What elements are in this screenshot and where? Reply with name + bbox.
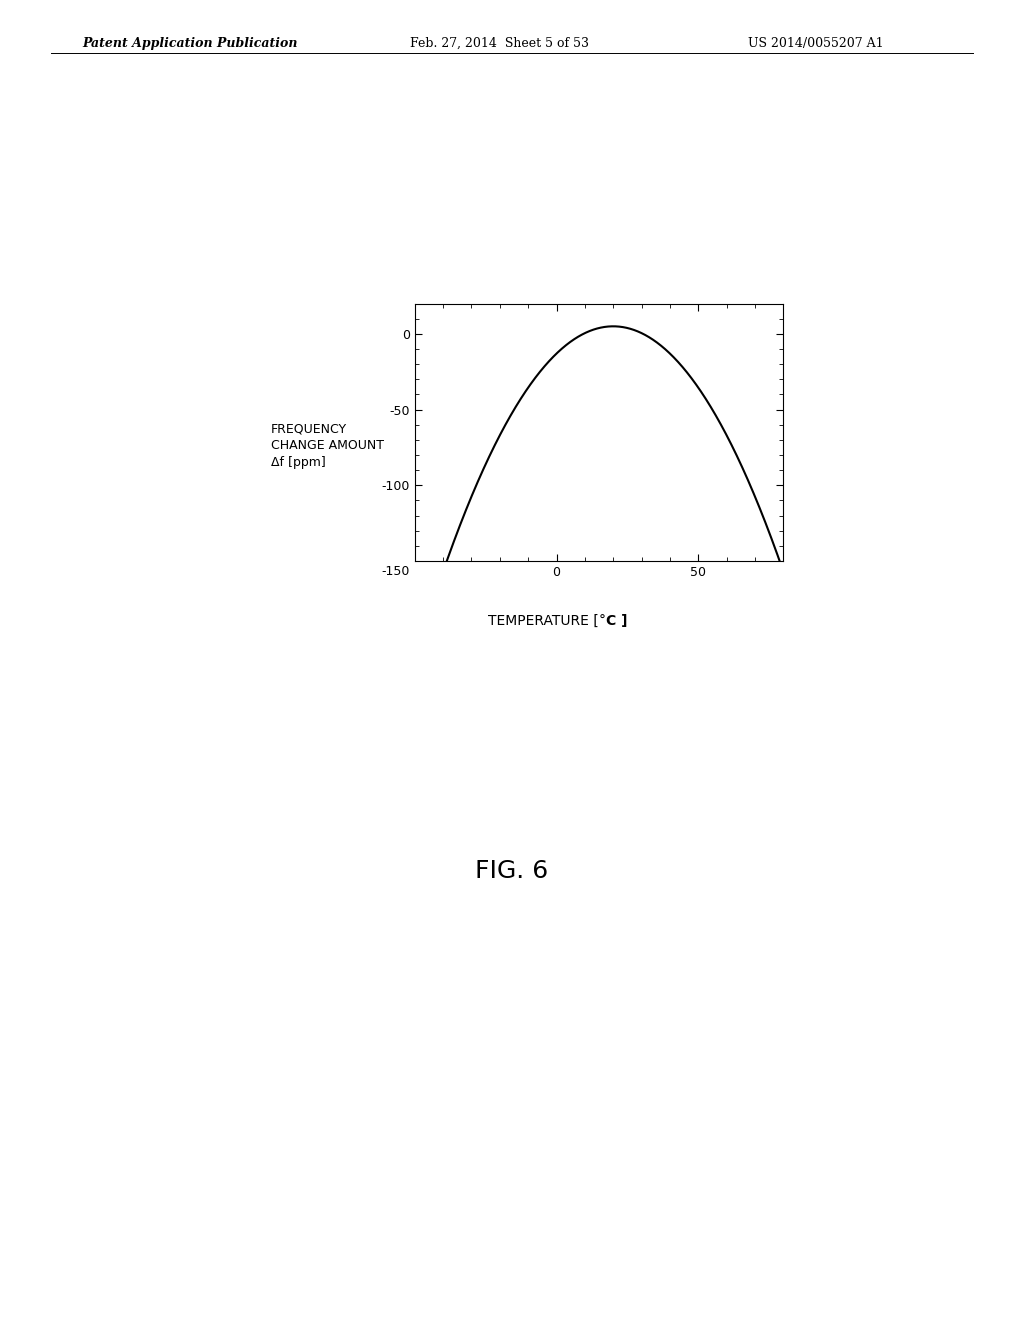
Text: C ]: C ]	[606, 614, 628, 628]
Text: Feb. 27, 2014  Sheet 5 of 53: Feb. 27, 2014 Sheet 5 of 53	[410, 37, 589, 50]
Text: FIG. 6: FIG. 6	[475, 859, 549, 883]
Text: FREQUENCY
CHANGE AMOUNT
Δf [ppm]: FREQUENCY CHANGE AMOUNT Δf [ppm]	[271, 422, 384, 469]
Text: °: °	[599, 614, 606, 628]
Text: Patent Application Publication: Patent Application Publication	[82, 37, 297, 50]
Text: US 2014/0055207 A1: US 2014/0055207 A1	[748, 37, 883, 50]
Text: TEMPERATURE [: TEMPERATURE [	[488, 614, 599, 628]
Text: -150: -150	[381, 565, 410, 578]
